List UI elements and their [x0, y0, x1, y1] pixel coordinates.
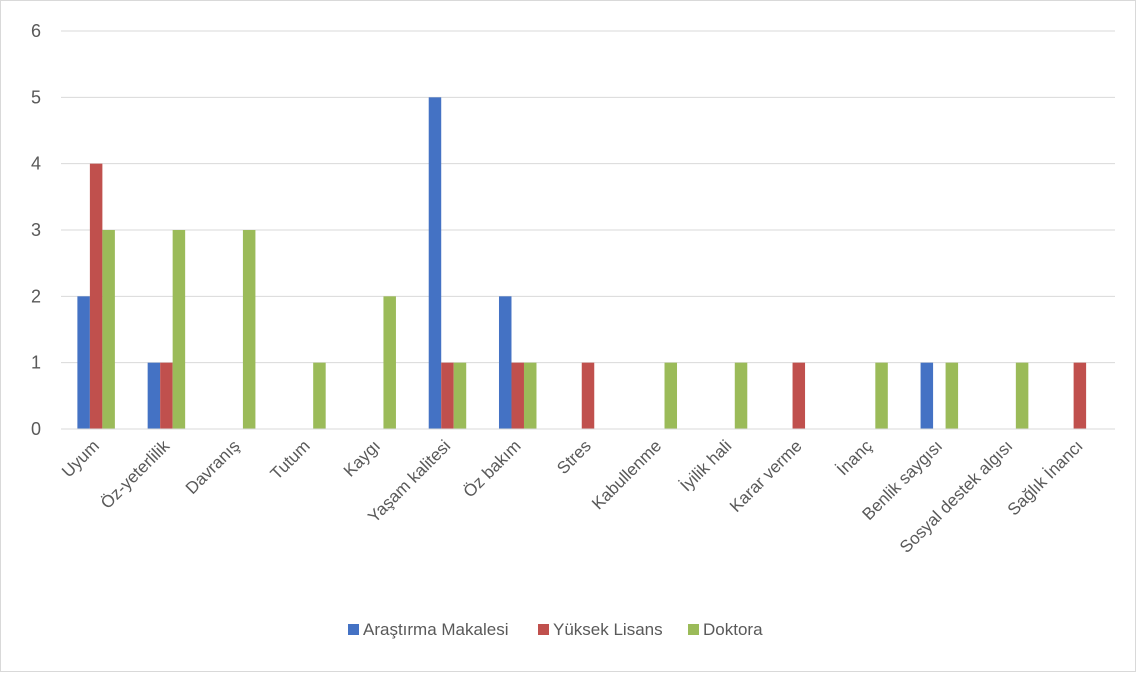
bar — [147, 362, 161, 429]
legend-label: Doktora — [703, 620, 763, 639]
bar — [734, 362, 748, 429]
bar — [1073, 362, 1087, 429]
bar — [1015, 362, 1029, 429]
bar — [511, 362, 524, 429]
bar — [453, 362, 467, 429]
legend-swatch — [538, 624, 549, 635]
bar — [875, 362, 888, 429]
bar — [89, 163, 103, 429]
bar — [77, 296, 90, 429]
bar — [428, 97, 442, 429]
y-axis-ticks: 0 1 2 3 4 5 6 — [31, 21, 41, 439]
x-tick-label: Kabullenme — [588, 436, 665, 513]
x-tick-label: Öz-yeterlilik — [97, 436, 174, 513]
bar — [160, 362, 173, 429]
x-tick-label: Tutum — [267, 436, 314, 483]
x-tick-label: Stres — [553, 436, 594, 477]
gridlines — [61, 30, 1115, 364]
bar — [172, 230, 186, 429]
legend-swatch — [688, 624, 699, 635]
x-tick-label: Davranış — [182, 436, 244, 498]
x-tick-label: Sağlık İnancı — [1004, 436, 1087, 519]
bar — [441, 362, 454, 429]
x-tick-label: Uyum — [58, 436, 103, 481]
legend-label: Araştırma Makalesi — [363, 620, 508, 639]
bars — [77, 97, 1087, 429]
legend-label: Yüksek Lisans — [553, 620, 663, 639]
bar — [523, 362, 537, 429]
legend: Araştırma Makalesi Yüksek Lisans Doktora — [348, 620, 763, 639]
bar — [242, 230, 256, 429]
x-tick-label: Karar verme — [726, 436, 806, 516]
y-tick-label: 3 — [31, 220, 41, 240]
x-tick-label: İyilik hali — [676, 436, 735, 495]
bar — [792, 362, 806, 429]
bar — [920, 362, 934, 429]
x-tick-label: Öz bakım — [460, 436, 525, 501]
y-tick-label: 6 — [31, 21, 41, 41]
bar — [313, 362, 326, 429]
y-tick-label: 1 — [31, 353, 41, 373]
bar — [945, 362, 959, 429]
bar — [383, 296, 396, 429]
bar — [498, 296, 512, 429]
y-tick-label: 4 — [31, 154, 41, 174]
y-tick-label: 2 — [31, 286, 41, 306]
x-tick-label: Kaygı — [340, 436, 384, 480]
bar — [581, 362, 595, 429]
y-tick-label: 0 — [31, 419, 41, 439]
legend-swatch — [348, 624, 359, 635]
x-tick-label: İnanç — [833, 436, 876, 479]
bar — [102, 230, 115, 429]
bar — [664, 362, 678, 429]
y-tick-label: 5 — [31, 87, 41, 107]
